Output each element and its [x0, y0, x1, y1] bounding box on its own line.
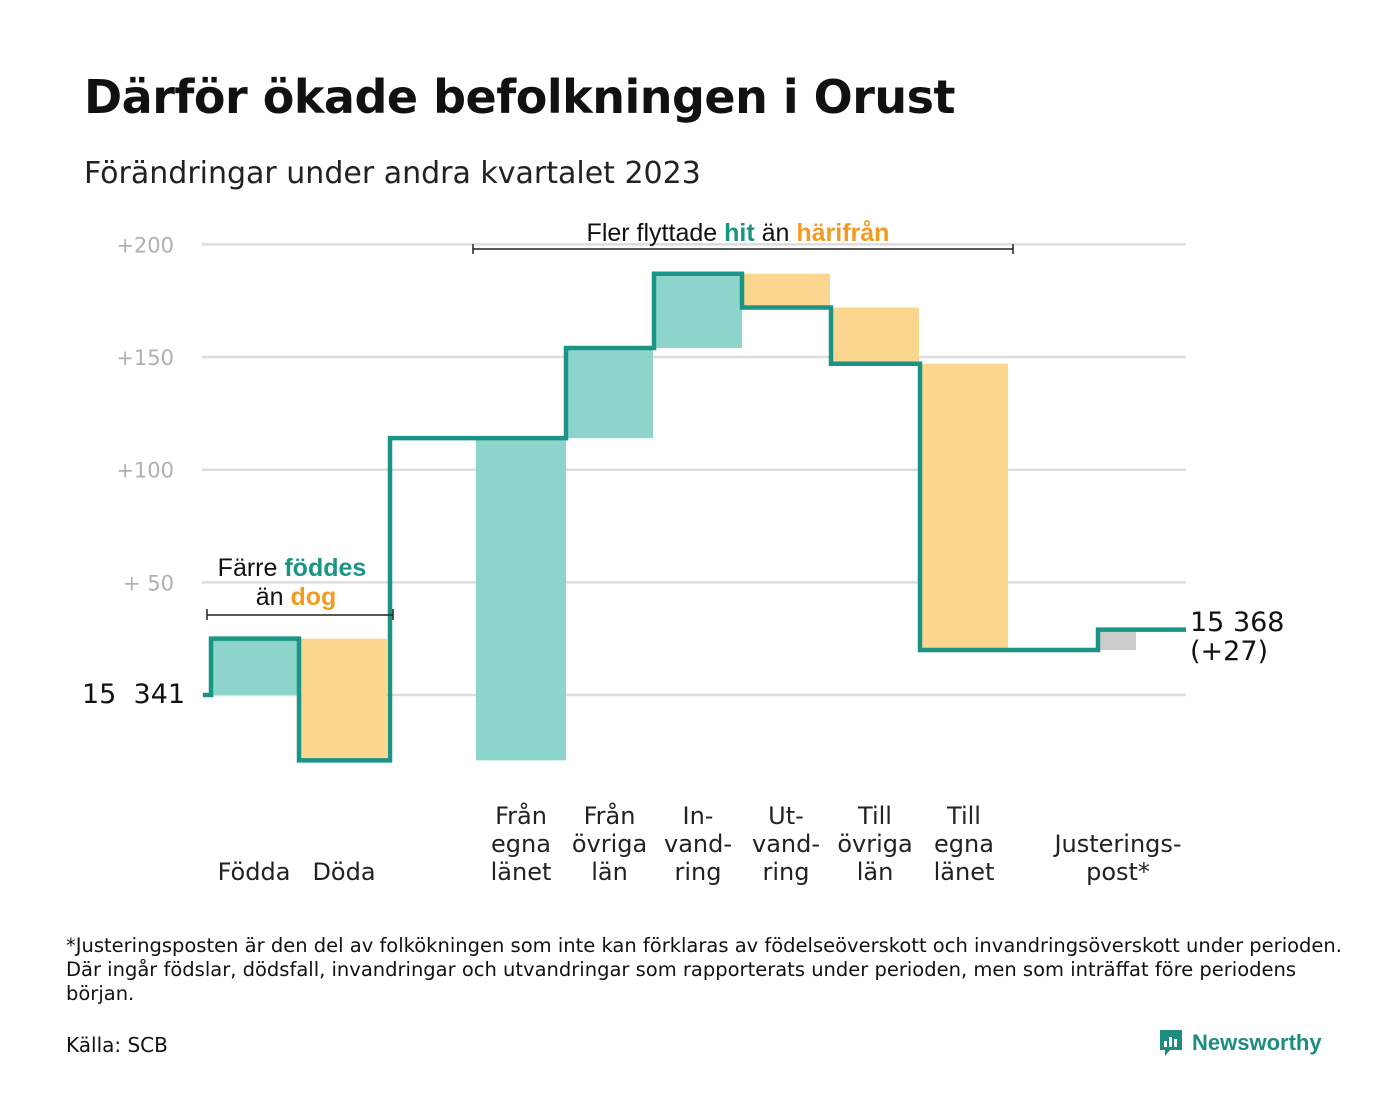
category-label: Till	[857, 802, 892, 830]
bar-decrease	[831, 307, 919, 364]
y-tick-label: + 50	[123, 571, 174, 595]
bar-increase	[566, 348, 653, 439]
bar-increase	[211, 638, 297, 695]
source-credit: Källa: SCB	[66, 1033, 168, 1057]
brand-name: Newsworthy	[1192, 1030, 1322, 1055]
chart-subtitle: Förändringar under andra kvartalet 2023	[84, 156, 701, 191]
annotation-run: härifrån	[796, 219, 889, 247]
bar-decrease	[920, 363, 1008, 650]
category-label: ring	[675, 858, 722, 886]
waterfall-chart: + 50+100+150+200 Födda DödaFrånegnalänetF…	[82, 219, 1284, 886]
annotation-run: Fler flyttade	[587, 219, 725, 247]
y-tick-label: +200	[116, 233, 174, 257]
category-label: ring	[763, 858, 810, 886]
value-labels: 15 341 15 368(+27)	[82, 607, 1284, 710]
category-label: Från	[495, 801, 547, 830]
category-label: egna	[491, 830, 551, 858]
category-labels: Födda DödaFrånegnalänetFrånövrigalänIn-va…	[218, 801, 1182, 886]
bars	[211, 273, 1136, 761]
category-label: Döda	[312, 858, 375, 886]
end-value-label: 15 368	[1190, 607, 1284, 638]
start-value-label: 15 341	[82, 679, 185, 710]
annotation-run: Färre	[218, 554, 285, 582]
category-label: länet	[934, 858, 995, 886]
annotation-run: än	[755, 219, 797, 247]
bar-increase	[654, 273, 742, 349]
annotation-text: än dog	[256, 583, 337, 611]
annotation-text: Färre föddes	[218, 554, 367, 582]
newsworthy-logo-icon	[1160, 1030, 1182, 1056]
category-label: övriga	[572, 830, 647, 858]
category-label: vand-	[664, 830, 732, 858]
category-label: Från	[584, 801, 636, 830]
chart-title: Därför ökade befolkningen i Orust	[84, 70, 956, 124]
category-label: vand-	[752, 830, 820, 858]
annotation-bracket	[472, 244, 1014, 254]
category-label: övriga	[837, 830, 912, 858]
y-tick-label: +150	[116, 346, 174, 370]
annotation-run: än	[256, 583, 291, 611]
category-label: Justerings-	[1052, 830, 1181, 858]
bar-increase	[476, 438, 566, 761]
footnote: *Justeringsposten är den del av folkökni…	[66, 934, 1342, 1005]
bar-decrease	[301, 638, 387, 761]
category-label: post*	[1086, 858, 1150, 886]
end-value-label: (+27)	[1190, 636, 1268, 667]
annotation-text: Fler flyttade hit än härifrån	[587, 219, 890, 247]
category-label: Födda	[218, 858, 291, 886]
brand-logo: Newsworthy	[1158, 1028, 1322, 1058]
annotation-bracket	[206, 609, 394, 620]
annotation-run: hit	[724, 219, 755, 247]
bar-decrease	[742, 273, 830, 308]
y-axis-ticks: + 50 +100 +150 +200	[116, 233, 174, 595]
category-label: län	[591, 858, 628, 886]
category-label: In-	[683, 802, 714, 830]
y-tick-label: +100	[116, 459, 174, 483]
category-label: egna	[934, 830, 994, 858]
category-label: län	[857, 858, 894, 886]
annotation-run: föddes	[284, 554, 366, 582]
bar-adjustment	[1098, 629, 1136, 650]
category-label: Till	[946, 802, 981, 830]
running-total-line	[203, 271, 1186, 763]
annotation-run: dog	[290, 583, 336, 611]
category-label: Ut-	[768, 802, 804, 830]
category-label: länet	[491, 858, 552, 886]
